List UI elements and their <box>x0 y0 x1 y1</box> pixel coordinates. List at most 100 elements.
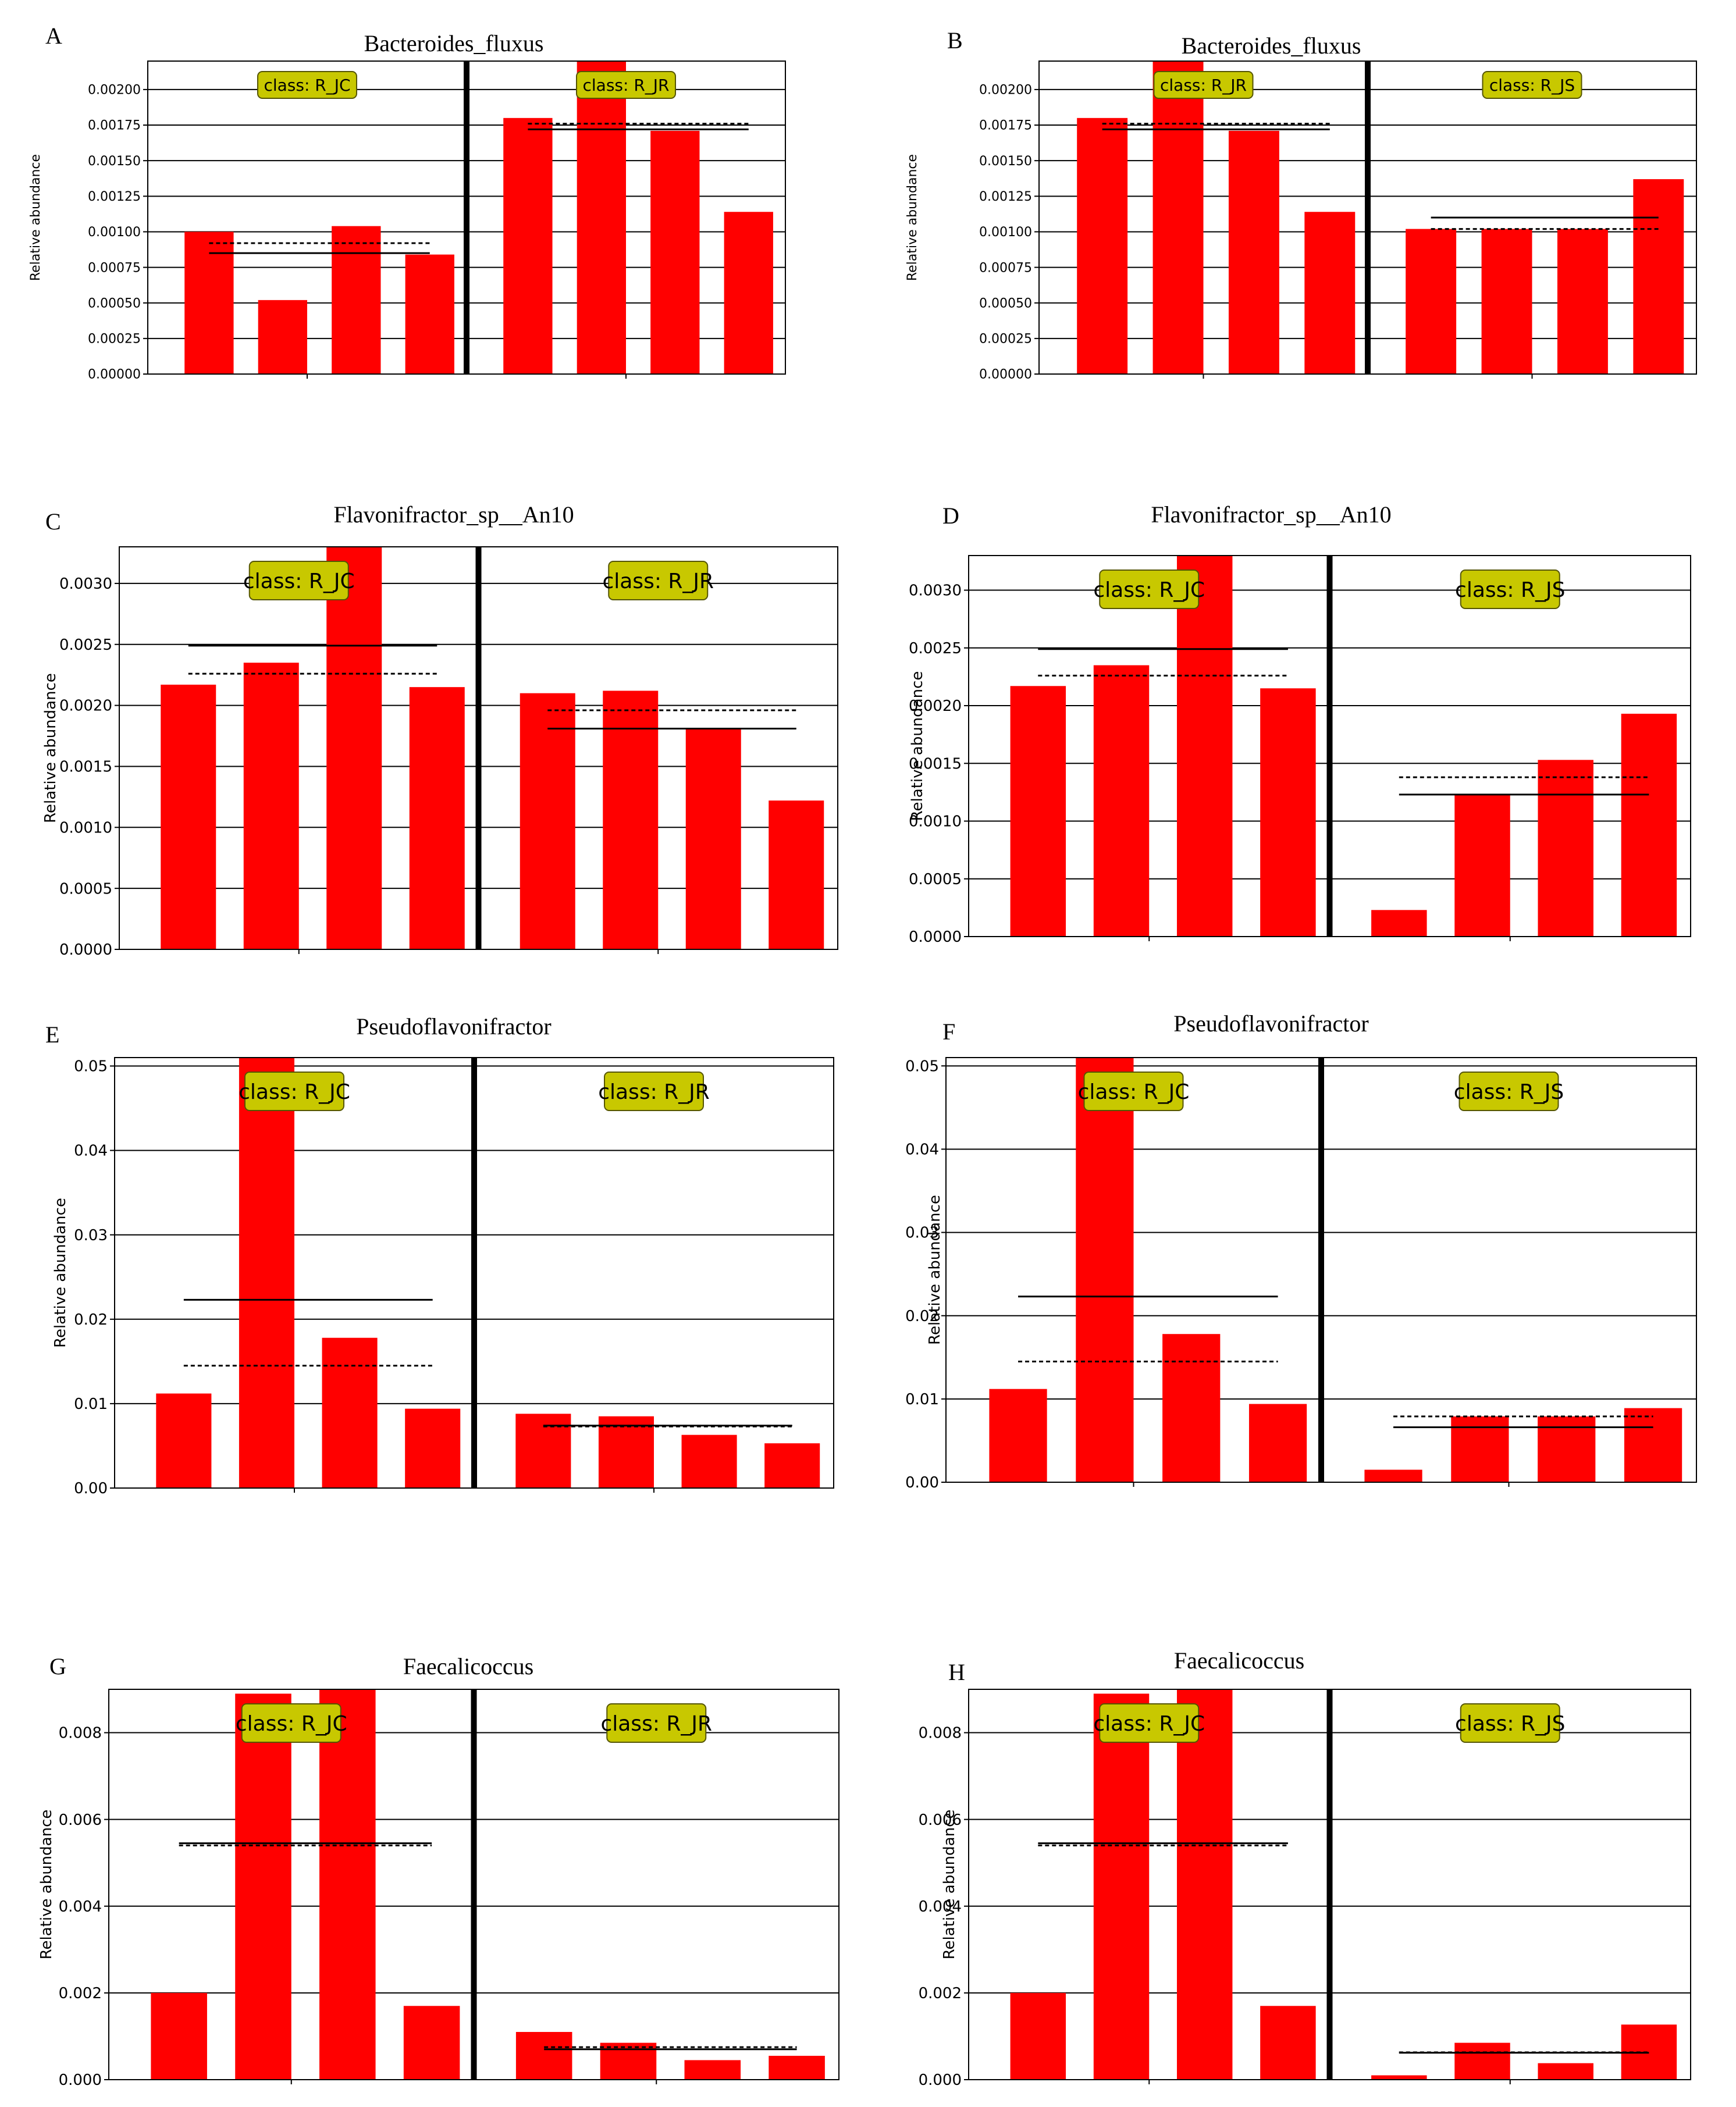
y-tick-label: 0.0005 <box>59 880 112 898</box>
y-tick-label: 0.0020 <box>909 697 962 715</box>
y-tick-label: 0.00025 <box>88 332 141 347</box>
bar <box>520 693 575 949</box>
bar <box>769 2055 825 2080</box>
class-badge <box>576 71 676 99</box>
bar <box>161 684 216 949</box>
bar <box>1538 760 1593 937</box>
plot-frame <box>119 546 838 950</box>
panel-letter: C <box>45 508 61 535</box>
bar <box>577 61 626 374</box>
class-badge-label: class: R_JC <box>243 570 355 593</box>
y-tick-label: 0.008 <box>59 1725 102 1742</box>
y-tick-label: 0.00025 <box>979 332 1032 347</box>
y-tick-label: 0.01 <box>74 1396 108 1413</box>
y-tick-label: 0.00200 <box>88 83 141 98</box>
bar <box>1371 2075 1427 2080</box>
y-tick-label: 0.008 <box>919 1725 962 1742</box>
class-badge <box>1458 1072 1559 1111</box>
panel-letter: F <box>942 1019 955 1045</box>
bar <box>258 300 307 374</box>
bar <box>1557 229 1608 374</box>
y-axis-label: Relative abundance <box>905 154 920 281</box>
panel-letter: E <box>45 1022 59 1048</box>
class-badge <box>604 1072 704 1111</box>
y-tick-label: 0.00100 <box>979 225 1032 240</box>
y-tick-label: 0.00150 <box>88 154 141 169</box>
class-badge-label: class: R_JR <box>1160 76 1247 95</box>
y-tick-label: 0.00150 <box>979 154 1032 169</box>
class-badge <box>241 1703 341 1743</box>
y-tick-label: 0.03 <box>74 1227 108 1244</box>
bar <box>1248 1404 1307 1482</box>
y-tick-label: 0.00175 <box>88 119 141 133</box>
bar <box>151 1992 207 2080</box>
plot-frame <box>108 1689 839 2080</box>
bar <box>332 226 381 374</box>
bar <box>1176 556 1233 937</box>
panel-d: D Flavonifractor_sp__An10 Relative abundan… <box>909 501 1691 946</box>
y-tick-label: 0.006 <box>59 1811 102 1829</box>
class-badge-label: class: R_JS <box>1455 1712 1565 1736</box>
panel-c: C Flavonifractor_sp__An10 Relative abundan… <box>42 501 838 959</box>
y-tick-label: 0.000 <box>59 2072 102 2089</box>
bar <box>1481 229 1532 374</box>
y-axis-label: Relative abundance <box>941 1810 958 1960</box>
y-tick-label: 0.00125 <box>979 190 1032 204</box>
y-axis-label: Relative abundance <box>926 1195 944 1345</box>
bar <box>685 728 741 949</box>
plot-frame <box>945 1057 1697 1483</box>
bar <box>684 2060 741 2080</box>
class-badge-label: class: R_JR <box>582 76 669 95</box>
chart-title: Flavonifractor_sp__An10 <box>333 501 574 528</box>
plot-frame <box>147 60 786 375</box>
y-axis-label: Relative abundance <box>52 1198 69 1348</box>
bar <box>1304 212 1356 374</box>
bar <box>600 2042 657 2080</box>
y-tick-label: 0.00000 <box>979 368 1032 382</box>
y-tick-label: 0.006 <box>919 1811 962 1829</box>
y-tick-label: 0.0015 <box>909 755 962 773</box>
y-axis-label: Relative abundance <box>29 154 43 281</box>
bar <box>1364 1469 1422 1482</box>
class-badge <box>1460 570 1560 609</box>
y-tick-label: 0.00050 <box>979 296 1032 311</box>
bar <box>1538 1416 1596 1482</box>
y-tick-label: 0.0020 <box>59 697 112 715</box>
bar <box>1260 2006 1316 2080</box>
class-badge-label: class: R_JC <box>1093 578 1205 602</box>
chart-title: Pseudoflavonifractor <box>356 1013 551 1040</box>
y-tick-label: 0.0010 <box>59 819 112 837</box>
class-badge-label: class: R_JR <box>600 1712 712 1736</box>
bar <box>1538 2063 1593 2080</box>
panel-letter: H <box>948 1659 965 1685</box>
y-tick-label: 0.0010 <box>909 813 962 831</box>
bar <box>1451 1416 1509 1482</box>
y-axis-label: Relative abundance <box>909 671 926 821</box>
class-badge-label: class: R_JS <box>1454 1080 1564 1104</box>
y-tick-label: 0.0005 <box>909 871 962 888</box>
bar <box>503 118 553 374</box>
plot-frame <box>114 1057 834 1489</box>
y-tick-label: 0.0015 <box>59 759 112 776</box>
bar <box>1406 229 1457 374</box>
class-badge <box>1460 1703 1560 1743</box>
bar <box>319 1689 376 2080</box>
y-tick-label: 0.0030 <box>909 582 962 600</box>
chart-title: Bacteroides_fluxus <box>1182 33 1361 59</box>
plot-frame <box>968 1689 1691 2080</box>
class-badge-label: class: R_JR <box>598 1080 710 1104</box>
y-tick-label: 0.02 <box>74 1311 108 1329</box>
class-badge <box>608 561 709 600</box>
bar <box>1228 130 1279 374</box>
bar <box>1454 794 1510 937</box>
bar <box>405 1408 461 1488</box>
bar <box>1162 1334 1221 1482</box>
y-tick-label: 0.00 <box>905 1474 939 1492</box>
bar <box>322 1337 378 1488</box>
chart-title: Bacteroides_fluxus <box>364 30 544 56</box>
y-axis-label: Relative abundance <box>42 673 59 823</box>
class-badge <box>257 71 357 99</box>
y-tick-label: 0.0000 <box>59 941 112 959</box>
bar <box>1624 1408 1682 1482</box>
